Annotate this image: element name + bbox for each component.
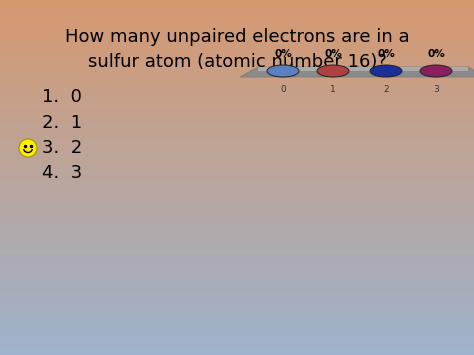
Text: 0%: 0% [274, 49, 292, 59]
Text: 0%: 0% [427, 49, 445, 59]
Ellipse shape [267, 65, 299, 77]
Text: 0%: 0% [324, 49, 342, 59]
Text: 2: 2 [383, 84, 389, 93]
Text: 1: 1 [330, 84, 336, 93]
Text: sulfur atom (atomic number 16)?: sulfur atom (atomic number 16)? [88, 53, 386, 71]
Ellipse shape [420, 65, 452, 77]
Text: 3: 3 [433, 84, 439, 93]
Polygon shape [240, 67, 474, 77]
Ellipse shape [370, 65, 402, 77]
Polygon shape [258, 67, 468, 71]
Text: 3.  2: 3. 2 [42, 139, 82, 157]
Text: 0%: 0% [377, 49, 395, 59]
Text: How many unpaired electrons are in a: How many unpaired electrons are in a [64, 28, 410, 46]
Ellipse shape [317, 65, 349, 77]
Text: 2.  1: 2. 1 [42, 114, 82, 132]
Text: 0: 0 [280, 84, 286, 93]
Text: 4.  3: 4. 3 [42, 164, 82, 182]
Circle shape [19, 139, 37, 157]
Text: 1.  0: 1. 0 [42, 88, 82, 106]
